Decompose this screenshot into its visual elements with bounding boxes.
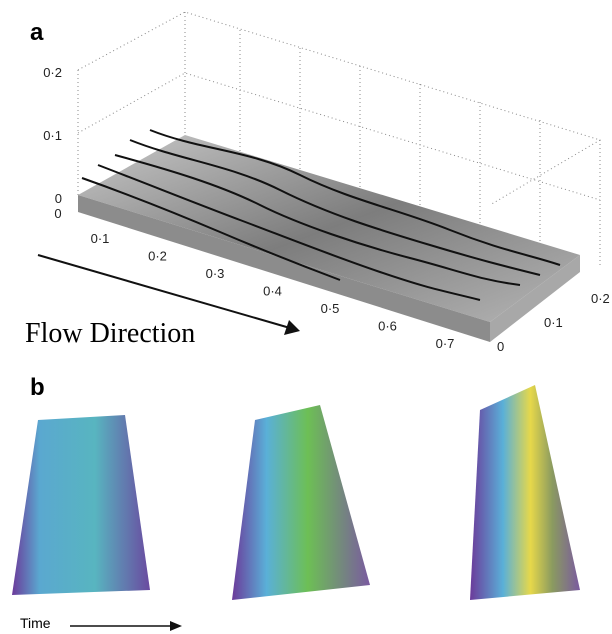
tick-label: 0 xyxy=(54,206,61,221)
tick-label: 0·4 xyxy=(263,284,282,299)
tick-label: 0·1 xyxy=(544,315,563,330)
figure: a 0·20·1000·10·20·30·40·50·60·700·10·2 F… xyxy=(0,0,612,634)
tick-label: 0·7 xyxy=(436,336,455,351)
tick-label: 0·2 xyxy=(148,249,167,264)
annotation: Flow Direction xyxy=(25,318,195,349)
tick-label: 0·1 xyxy=(43,128,62,143)
tick-label: 0·5 xyxy=(321,301,340,316)
tick-label: 0·3 xyxy=(206,266,225,281)
arrow xyxy=(70,621,182,631)
annotation: Time xyxy=(20,615,51,631)
ridges xyxy=(12,385,580,600)
panel-label: a xyxy=(30,19,44,46)
tick-label: 0 xyxy=(497,339,504,354)
tick-label: 0·2 xyxy=(43,65,62,80)
tick-label: 0·2 xyxy=(591,291,610,306)
panel-label: b xyxy=(30,374,45,401)
tick-label: 0 xyxy=(55,191,62,206)
tick-label: 0·6 xyxy=(378,319,397,334)
tick-label: 0·1 xyxy=(91,231,110,246)
